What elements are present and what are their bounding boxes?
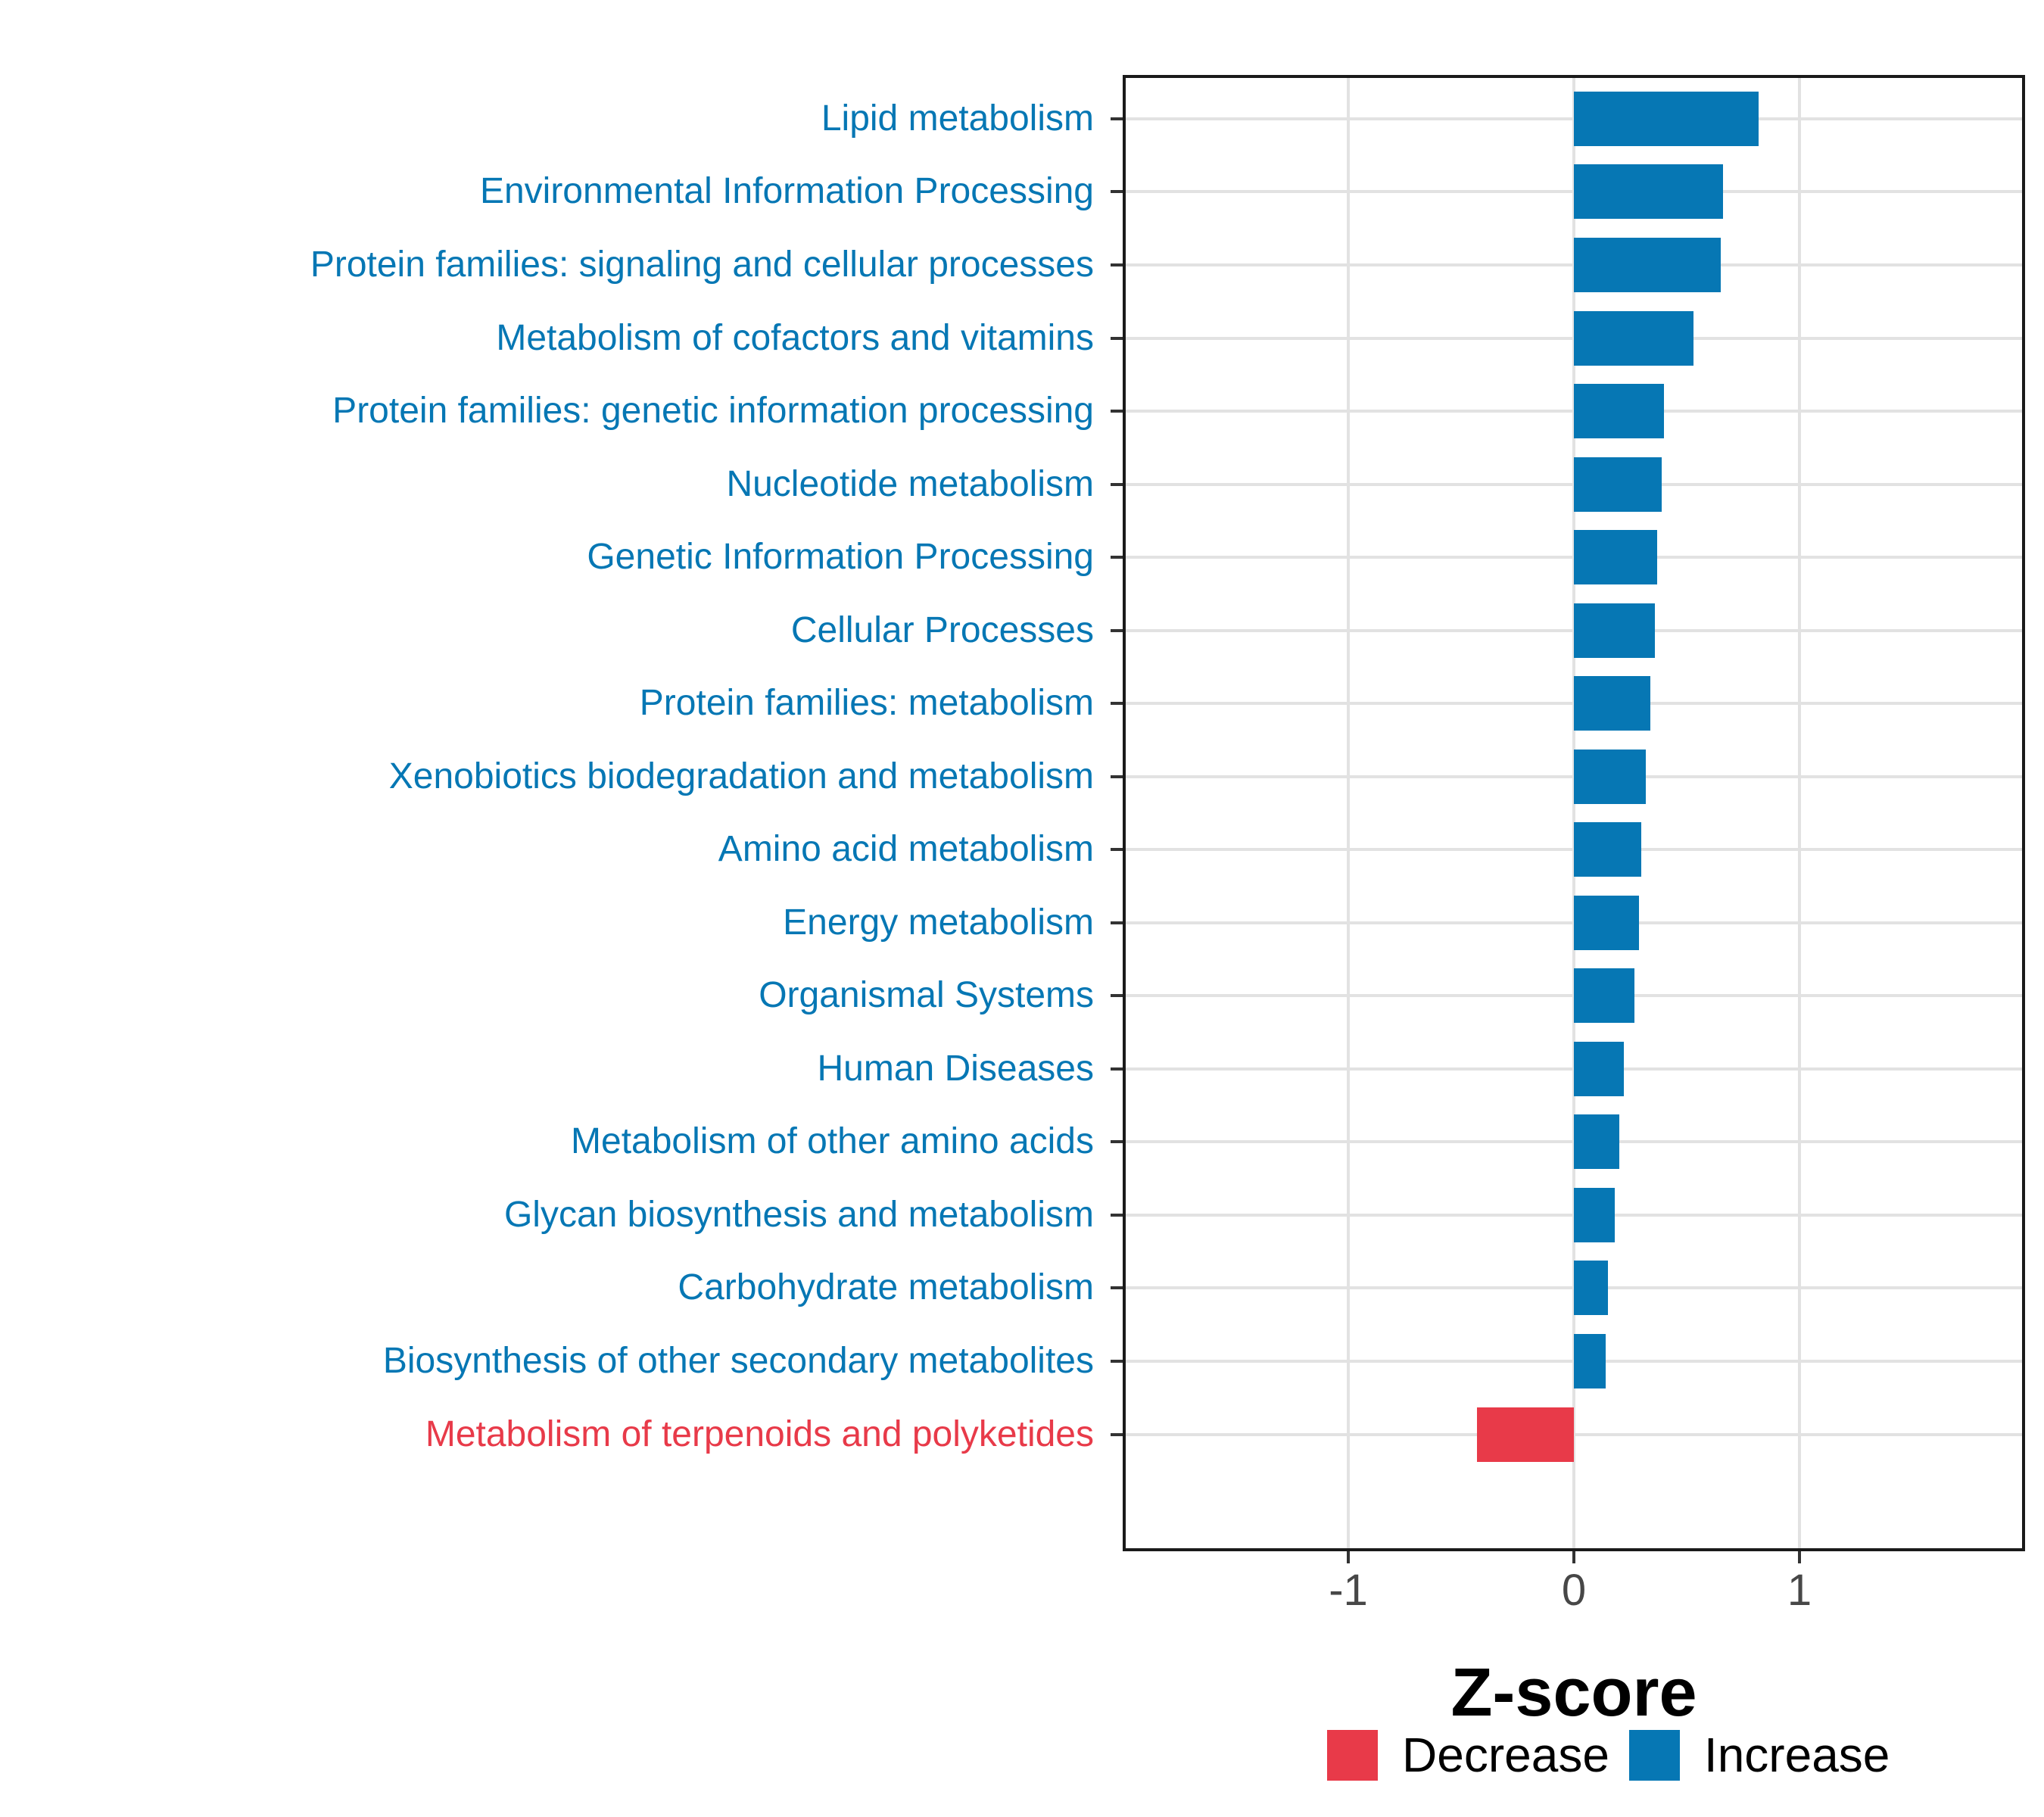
category-label: Metabolism of other amino acids (571, 1121, 1094, 1162)
y-tick (1111, 1140, 1123, 1144)
bar (1574, 164, 1723, 220)
bar (1574, 749, 1647, 804)
bar (1574, 1114, 1619, 1170)
legend-label-increase: Increase (1703, 1728, 1890, 1782)
bar (1574, 530, 1658, 585)
x-tick (1347, 1551, 1350, 1563)
y-tick (1111, 1286, 1123, 1290)
category-label: Protein families: signaling and cellular… (310, 244, 1094, 285)
y-tick (1111, 410, 1123, 413)
bar (1574, 968, 1635, 1024)
bar (1574, 822, 1642, 877)
y-tick (1111, 1432, 1123, 1436)
y-tick (1111, 117, 1123, 120)
bar (1574, 91, 1759, 146)
legend-label-decrease: Decrease (1402, 1728, 1609, 1782)
bar (1574, 1041, 1624, 1096)
bar (1574, 1261, 1608, 1316)
y-tick (1111, 336, 1123, 340)
y-tick (1111, 994, 1123, 998)
category-label: Xenobiotics biodegradation and metabolis… (388, 756, 1094, 796)
category-label: Nucleotide metabolism (726, 463, 1094, 504)
y-tick (1111, 628, 1123, 632)
category-label: Energy metabolism (783, 902, 1094, 943)
category-label: Biosynthesis of other secondary metaboli… (382, 1341, 1094, 1381)
y-tick (1111, 263, 1123, 266)
bar (1574, 603, 1656, 658)
x-tick (1572, 1551, 1575, 1563)
y-tick (1111, 774, 1123, 778)
y-tick (1111, 482, 1123, 486)
y-tick (1111, 921, 1123, 924)
gridline-x--1 (1347, 75, 1350, 1551)
x-tick-label: -1 (1329, 1566, 1368, 1615)
category-label: Amino acid metabolism (718, 829, 1094, 870)
y-tick (1111, 1213, 1123, 1217)
bar (1574, 1334, 1606, 1388)
bar (1574, 895, 1640, 950)
y-tick (1111, 1067, 1123, 1071)
category-label: Protein families: metabolism (639, 683, 1094, 724)
x-tick (1798, 1551, 1801, 1563)
legend-swatch-decrease (1327, 1730, 1378, 1781)
y-tick (1111, 190, 1123, 194)
y-tick (1111, 702, 1123, 706)
category-label: Cellular Processes (790, 609, 1094, 650)
category-label: Carbohydrate metabolism (678, 1267, 1094, 1308)
category-label: Glycan biosynthesis and metabolism (503, 1194, 1094, 1235)
category-label: Organismal Systems (759, 975, 1094, 1016)
category-label: Genetic Information Processing (587, 537, 1094, 578)
category-label: Protein families: genetic information pr… (332, 391, 1094, 432)
bar (1574, 384, 1665, 439)
bar (1574, 310, 1693, 366)
category-label: Metabolism of terpenoids and polyketides (425, 1413, 1094, 1454)
category-label: Metabolism of cofactors and vitamins (496, 317, 1094, 358)
legend: Decrease Increase (1327, 1730, 1890, 1781)
gridline-x-1 (1798, 75, 1801, 1551)
legend-swatch-increase (1628, 1730, 1680, 1781)
y-tick (1111, 848, 1123, 852)
bar (1574, 457, 1662, 512)
x-tick-label: 1 (1787, 1566, 1812, 1615)
plot-panel (1123, 75, 2025, 1551)
category-label: Human Diseases (817, 1048, 1094, 1089)
y-tick (1111, 1360, 1123, 1363)
x-axis-title: Z-score (1450, 1655, 1697, 1731)
bar (1574, 676, 1651, 731)
category-label: Lipid metabolism (821, 98, 1094, 139)
gridline-row (1123, 1432, 2025, 1436)
bar (1574, 237, 1721, 292)
gridline-x-0 (1572, 75, 1575, 1551)
bar (1476, 1407, 1574, 1462)
x-tick-label: 0 (1561, 1566, 1587, 1615)
bar (1574, 1187, 1615, 1242)
y-tick (1111, 556, 1123, 559)
category-label: Environmental Information Processing (479, 171, 1094, 212)
